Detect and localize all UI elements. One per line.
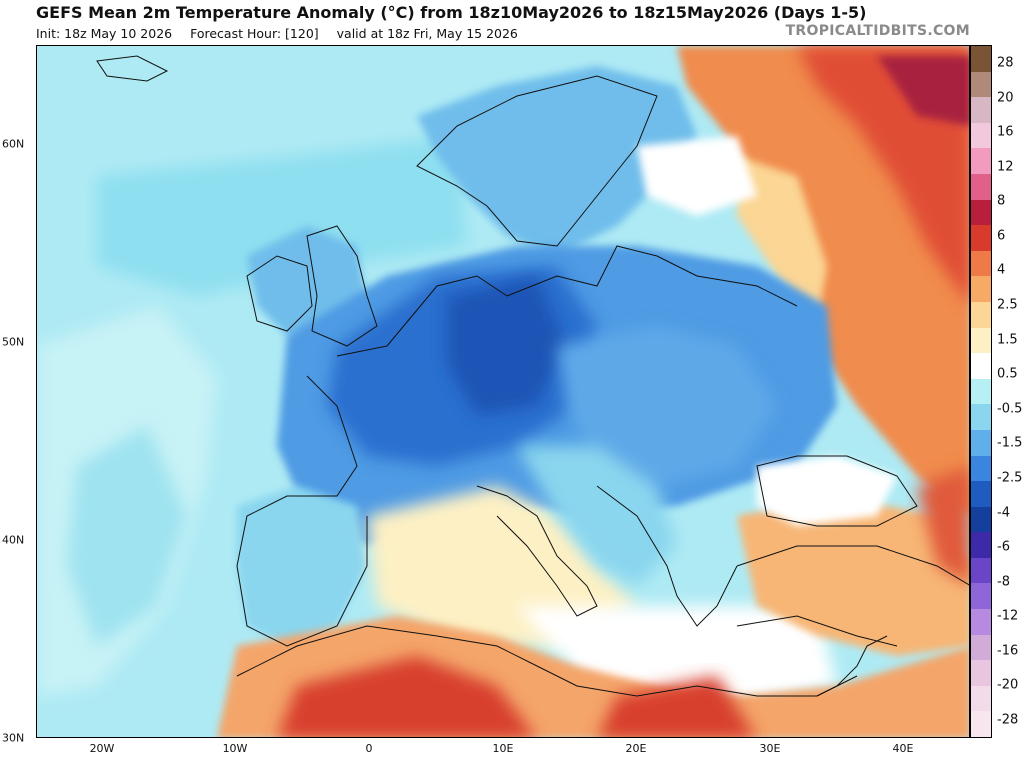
lat-label-60n: 60N bbox=[2, 137, 25, 151]
colorbar-swatch bbox=[971, 660, 991, 686]
levant-coast bbox=[816, 635, 888, 697]
colorbar-swatch bbox=[971, 276, 991, 302]
germany-deep-cold bbox=[447, 276, 567, 416]
colorbar-swatch bbox=[971, 557, 991, 584]
colorbar-label: 4 bbox=[997, 262, 1006, 278]
lon-label-40e: 40E bbox=[892, 742, 914, 755]
north-europe-coast bbox=[336, 245, 798, 357]
balkans-italy-cool bbox=[517, 446, 677, 586]
map-canvas bbox=[37, 46, 969, 737]
baltic-neutral-warm bbox=[737, 156, 827, 326]
black-sea-coast bbox=[756, 455, 918, 527]
colorbar-swatch bbox=[971, 122, 991, 149]
colorbar-swatch bbox=[971, 250, 991, 277]
caucasus-hot bbox=[917, 466, 969, 585]
anomaly-map[interactable] bbox=[36, 45, 970, 738]
iberia-cool bbox=[237, 486, 367, 646]
colorbar-label: -1.5 bbox=[997, 435, 1023, 451]
lon-label-20w: 20W bbox=[89, 742, 115, 755]
balkans-coast bbox=[596, 485, 738, 627]
colorbar-swatch bbox=[971, 429, 991, 456]
eastern-europe-cold bbox=[557, 326, 777, 486]
north-africa-coast bbox=[236, 625, 858, 697]
colorbar-swatch bbox=[971, 148, 991, 174]
atlantic-mid-patch bbox=[67, 426, 187, 646]
colorbar-label: 0.5 bbox=[997, 366, 1018, 382]
lon-label-0: 0 bbox=[365, 742, 373, 755]
coastlines bbox=[96, 55, 969, 697]
colorbar-swatch bbox=[971, 455, 991, 482]
colorbar-label: -8 bbox=[997, 574, 1010, 590]
colorbar-swatch bbox=[971, 583, 991, 610]
iberia-france-coast bbox=[236, 375, 368, 647]
colorbar-swatch bbox=[971, 404, 991, 430]
iceland-coast bbox=[96, 55, 169, 82]
colorbar-swatch bbox=[971, 46, 991, 72]
colorbar-swatch bbox=[971, 173, 991, 200]
colorbar-swatch bbox=[971, 481, 991, 507]
scandinavia-coast bbox=[416, 75, 658, 247]
lon-label-10w: 10W bbox=[222, 742, 248, 755]
britain-coast bbox=[306, 225, 378, 347]
valid-time: valid at 18z Fri, May 15 2026 bbox=[336, 26, 518, 41]
colorbar-label: -6 bbox=[997, 539, 1010, 555]
colorbar-swatch bbox=[971, 225, 991, 251]
lat-label-50n: 50N bbox=[2, 335, 25, 349]
forecast-hour: Forecast Hour: [120] bbox=[190, 26, 319, 41]
lon-label-30e: 30E bbox=[759, 742, 781, 755]
turkey-north-coast bbox=[736, 545, 969, 586]
colorbar-label: 28 bbox=[997, 55, 1014, 71]
anomaly-colorbar bbox=[970, 45, 992, 738]
colorbar-label: -16 bbox=[997, 643, 1019, 659]
colorbar-swatch bbox=[971, 532, 991, 558]
colorbar-label: -0.5 bbox=[997, 401, 1023, 417]
colorbar-label: 6 bbox=[997, 228, 1006, 244]
colorbar-label: -12 bbox=[997, 608, 1019, 624]
colorbar-swatch bbox=[971, 711, 991, 737]
colorbar-label: 12 bbox=[997, 159, 1014, 175]
lat-label-40n: 40N bbox=[2, 533, 25, 547]
lon-label-20e: 20E bbox=[625, 742, 647, 755]
colorbar-label: -4 bbox=[997, 505, 1010, 521]
colorbar-label: 16 bbox=[997, 124, 1014, 140]
colorbar-swatch bbox=[971, 327, 991, 354]
italy-coast bbox=[476, 485, 598, 617]
arctic-hot-spot bbox=[877, 56, 969, 126]
black-sea-neutral bbox=[757, 456, 897, 526]
init-time: Init: 18z May 10 2026 bbox=[36, 26, 173, 41]
colorbar-swatch bbox=[971, 71, 991, 98]
map-title: GEFS Mean 2m Temperature Anomaly (°C) fr… bbox=[36, 3, 867, 22]
lon-label-10e: 10E bbox=[492, 742, 514, 755]
colorbar-label: 20 bbox=[997, 90, 1014, 106]
colorbar-label: 1.5 bbox=[997, 332, 1018, 348]
colorbar-swatch bbox=[971, 353, 991, 379]
colorbar-swatch bbox=[971, 97, 991, 123]
lat-label-30n: 30N bbox=[2, 731, 25, 745]
colorbar-swatch bbox=[971, 685, 991, 712]
north-atlantic-patch bbox=[97, 136, 467, 296]
colorbar-label: -28 bbox=[997, 712, 1019, 728]
scandinavia-cold bbox=[417, 66, 697, 256]
brand-watermark: TROPICALTIDBITS.COM bbox=[785, 23, 970, 39]
colorbar-swatch bbox=[971, 378, 991, 405]
colorbar-swatch bbox=[971, 609, 991, 635]
sahara-hot-core-east bbox=[597, 676, 756, 737]
colorbar-swatch bbox=[971, 301, 991, 328]
ireland-coast bbox=[246, 255, 313, 332]
colorbar-label: 8 bbox=[997, 193, 1006, 209]
colorbar-swatch bbox=[971, 199, 991, 226]
colorbar-label: 2.5 bbox=[997, 297, 1018, 313]
colorbar-label: -2.5 bbox=[997, 470, 1023, 486]
finland-neutral bbox=[637, 136, 757, 216]
sahara-hot-core-west bbox=[277, 656, 536, 737]
colorbar-swatch bbox=[971, 634, 991, 661]
colorbar-label: -20 bbox=[997, 677, 1019, 693]
map-subtitle: Init: 18z May 10 2026 Forecast Hour: [12… bbox=[36, 26, 532, 41]
colorbar-swatch bbox=[971, 506, 991, 533]
